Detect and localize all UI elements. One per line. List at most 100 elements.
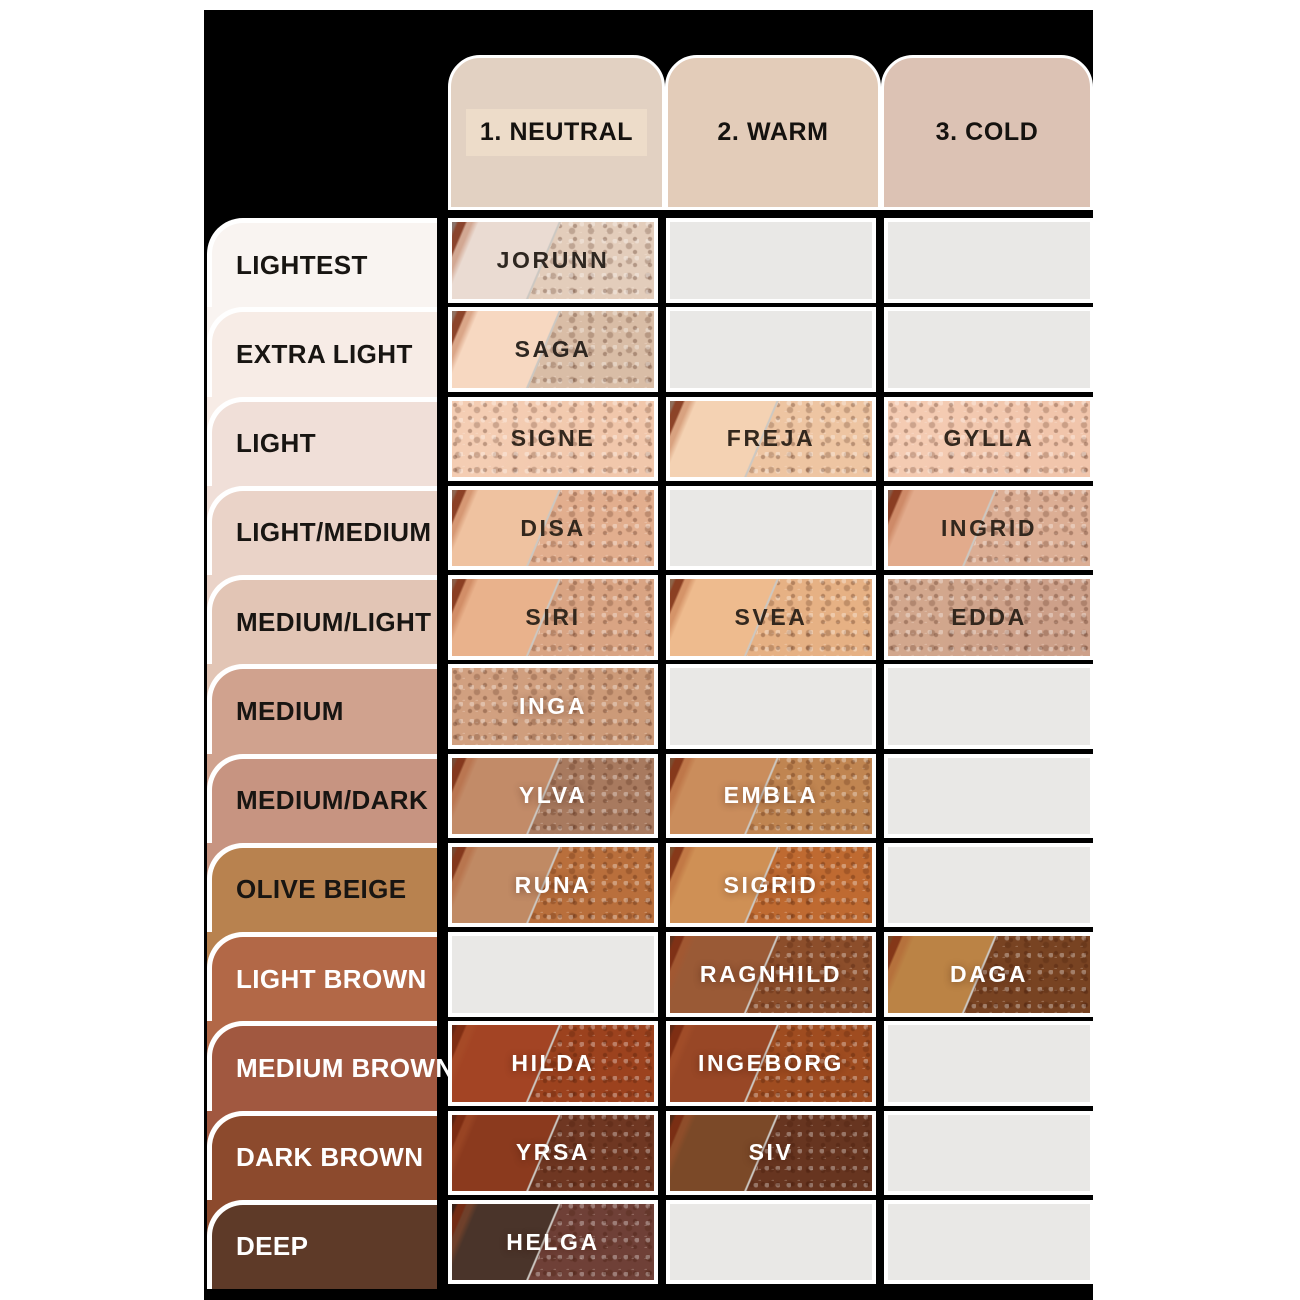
shade-name: SIGRID — [723, 871, 819, 898]
column-header-3: 3. COLD — [881, 55, 1093, 210]
swatch-cell: SAGA — [448, 307, 658, 392]
shade-name: YLVA — [518, 782, 588, 809]
shade-name: DISA — [520, 514, 586, 541]
row-label-slot: LIGHT BROWN — [207, 932, 437, 1022]
swatch-cell: INGA — [448, 664, 658, 749]
row-label-slot: LIGHT/MEDIUM — [207, 485, 437, 575]
empty-cell — [884, 1110, 1094, 1195]
swatch-cell: HELGA — [448, 1199, 658, 1285]
row-label-slot: DARK BROWN — [207, 1110, 437, 1200]
swatch-cell: EDDA — [884, 575, 1094, 660]
column-header-1: 1. NEUTRAL — [448, 55, 665, 210]
empty-cell — [666, 664, 876, 749]
shade-name: HELGA — [506, 1228, 600, 1255]
row-label: LIGHT/MEDIUM — [207, 485, 437, 575]
shade-name: HILDA — [511, 1050, 595, 1076]
swatch-cell: SVEA — [666, 575, 876, 660]
swatch-cell: YLVA — [448, 753, 658, 838]
row-label: EXTRA LIGHT — [207, 307, 437, 397]
column-header-label: 1. NEUTRAL — [465, 109, 648, 156]
row-label-text: DEEP — [236, 1231, 309, 1262]
shade-name: INGRID — [940, 514, 1038, 541]
shade-name: RAGNHILD — [699, 960, 843, 987]
shade-name: SAGA — [514, 336, 592, 362]
row-label-slot: LIGHTEST — [207, 218, 437, 308]
row-label-text: LIGHTEST — [236, 249, 368, 280]
row-label-text: LIGHT BROWN — [236, 963, 427, 994]
row-label-text: LIGHT — [236, 428, 316, 459]
column-header-2: 2. WARM — [665, 55, 881, 210]
column-header-label: 3. COLD — [935, 118, 1039, 146]
row-label-text: EXTRA LIGHT — [236, 338, 413, 369]
empty-cell — [884, 842, 1094, 928]
swatch-cell: YRSA — [448, 1110, 658, 1195]
swatch-cell: SIGNE — [448, 396, 658, 481]
row-label-slot: MEDIUM/DARK — [207, 753, 437, 843]
shade-name: JORUNN — [496, 246, 610, 273]
shade-name: EMBLA — [723, 782, 819, 809]
empty-cell — [884, 1021, 1094, 1106]
row-label-text: MEDIUM/DARK — [236, 785, 429, 816]
shade-name: SIV — [748, 1139, 794, 1166]
empty-cell — [884, 218, 1094, 303]
row-label-slot: MEDIUM/LIGHT — [207, 575, 437, 665]
row-label: LIGHT BROWN — [207, 932, 437, 1022]
swatch-cell: RAGNHILD — [666, 932, 876, 1017]
shade-name: DAGA — [949, 960, 1029, 987]
empty-cell — [884, 664, 1094, 749]
row-label-slot: MEDIUM — [207, 664, 437, 754]
row-label: LIGHT — [207, 396, 437, 486]
row-label-slot: LIGHT — [207, 396, 437, 486]
shade-name: SIRI — [525, 603, 581, 630]
swatch-cell: DAGA — [884, 932, 1094, 1017]
row-label-text: LIGHT/MEDIUM — [236, 517, 432, 548]
swatch-cell: INGRID — [884, 485, 1094, 571]
swatch-cell: RUNA — [448, 842, 658, 928]
swatch-cell: SIRI — [448, 575, 658, 660]
row-label: MEDIUM/DARK — [207, 753, 437, 843]
row-label: MEDIUM BROWN — [207, 1021, 454, 1111]
row-label-slot: DEEP — [207, 1199, 437, 1289]
row-label-text: MEDIUM — [236, 695, 344, 726]
empty-cell — [884, 307, 1094, 392]
swatch-cell: HILDA — [448, 1021, 658, 1106]
empty-cell — [666, 1199, 876, 1285]
empty-cell — [448, 932, 658, 1017]
row-label: DEEP — [207, 1199, 437, 1289]
swatch-cell: SIGRID — [666, 842, 876, 928]
shade-name: EDDA — [951, 603, 1027, 630]
row-label-text: DARK BROWN — [236, 1142, 424, 1173]
row-label-slot: OLIVE BEIGE — [207, 842, 437, 932]
swatch-cell: GYLLA — [884, 396, 1094, 481]
row-label: OLIVE BEIGE — [207, 842, 437, 932]
row-label-text: OLIVE BEIGE — [236, 874, 407, 905]
row-label: LIGHTEST — [207, 218, 437, 308]
swatch-cell: EMBLA — [666, 753, 876, 838]
swatch-cell: SIV — [666, 1110, 876, 1195]
row-label-text: MEDIUM BROWN — [236, 1052, 455, 1083]
shade-name: SIGNE — [510, 425, 596, 452]
row-label: DARK BROWN — [207, 1110, 437, 1200]
shade-name: INGEBORG — [697, 1050, 845, 1076]
row-label: MEDIUM/LIGHT — [207, 575, 437, 665]
row-label-slot: EXTRA LIGHT — [207, 307, 437, 397]
shade-name: INGA — [519, 693, 587, 719]
swatch-cell: JORUNN — [448, 218, 658, 303]
shade-name: FREJA — [726, 425, 816, 452]
swatch-cell: INGEBORG — [666, 1021, 876, 1106]
swatch-cell: FREJA — [666, 396, 876, 481]
shade-name: RUNA — [514, 871, 592, 898]
shade-name: SVEA — [734, 603, 808, 630]
empty-cell — [666, 218, 876, 303]
empty-cell — [884, 753, 1094, 838]
swatch-cell: DISA — [448, 485, 658, 571]
empty-cell — [666, 307, 876, 392]
shade-name: GYLLA — [943, 425, 1035, 452]
empty-cell — [884, 1199, 1094, 1285]
empty-cell — [666, 485, 876, 571]
column-header-label: 2. WARM — [717, 118, 829, 146]
row-label: MEDIUM — [207, 664, 437, 754]
row-label-text: MEDIUM/LIGHT — [236, 606, 432, 637]
shade-name: YRSA — [515, 1139, 591, 1166]
